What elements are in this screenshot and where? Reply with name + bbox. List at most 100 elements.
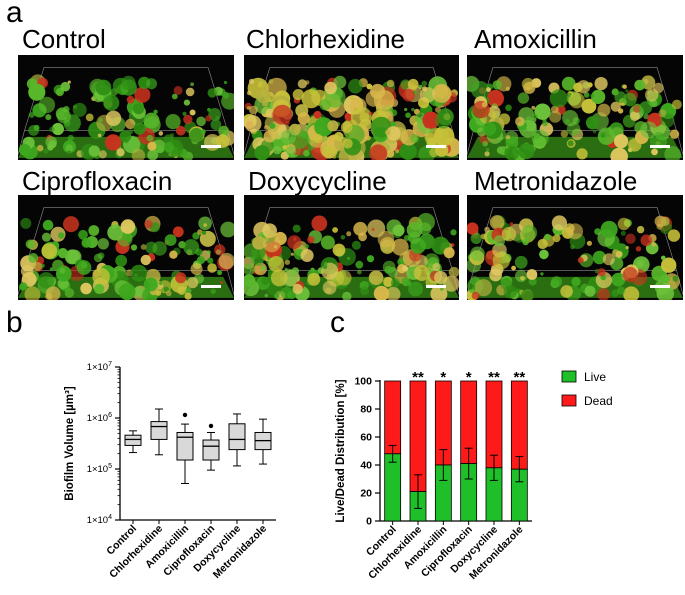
image-title-ciprofloxacin: Ciprofloxacin — [22, 166, 173, 196]
micrograph-render — [18, 207, 234, 300]
biofilm-cluster — [94, 283, 105, 295]
biofilm-cluster — [203, 223, 207, 227]
biofilm-cluster — [220, 221, 234, 238]
biofilm-cluster — [98, 150, 107, 159]
y-tick-label: 0 — [366, 516, 372, 528]
biofilm-cluster — [534, 103, 551, 120]
biofilm-cluster — [379, 292, 385, 298]
biofilm-cluster — [200, 129, 206, 135]
significance-marker: ** — [412, 369, 424, 386]
biofilm-cluster — [291, 267, 300, 275]
biofilm-cluster — [19, 282, 28, 291]
biofilm-cluster — [125, 118, 136, 130]
biofilm-cluster — [334, 131, 344, 142]
biofilm-cluster — [172, 226, 184, 238]
biofilm-cluster — [265, 108, 275, 118]
biofilm-cluster — [314, 117, 334, 137]
biofilm-cluster — [105, 134, 122, 151]
biofilm-cluster — [623, 92, 637, 107]
biofilm-cluster — [625, 233, 636, 244]
biofilm-cluster — [97, 133, 102, 138]
biofilm-cluster — [254, 145, 270, 160]
biofilm-cluster — [292, 283, 303, 295]
biofilm-cluster — [422, 111, 440, 129]
biofilm-cluster — [285, 145, 297, 157]
biofilm-cluster — [660, 274, 670, 284]
biofilm-cluster — [28, 253, 39, 263]
legend-swatch-dead — [561, 394, 577, 407]
biofilm-cluster — [333, 75, 347, 89]
biofilm-cluster — [190, 82, 195, 87]
biofilm-cluster — [305, 244, 309, 249]
biofilm-cluster — [24, 286, 41, 300]
micrograph-control — [18, 55, 234, 160]
biofilm-cluster — [297, 112, 310, 125]
biofilm-cluster — [93, 253, 103, 263]
biofilm-cluster — [187, 277, 199, 289]
biofilm-cluster — [147, 149, 159, 160]
biofilm-cluster — [146, 78, 157, 90]
biofilm-cluster — [336, 270, 352, 286]
biofilm-cluster — [443, 275, 459, 292]
biofilm-cluster — [246, 106, 251, 110]
biofilm-cluster — [67, 80, 71, 84]
biofilm-cluster — [514, 255, 528, 269]
panel-c-letter: c — [330, 306, 345, 339]
biofilm-cluster — [280, 129, 296, 145]
biofilm-cluster — [115, 254, 128, 267]
biofilm-cluster — [284, 259, 290, 265]
biofilm-cluster — [313, 110, 322, 119]
biofilm-cluster — [118, 283, 136, 300]
biofilm-cluster — [651, 242, 656, 247]
biofilm-cluster — [434, 271, 448, 285]
biofilm-cluster — [313, 133, 323, 144]
biofilm-cluster — [38, 96, 56, 114]
micrograph-ciprofloxacin — [18, 195, 234, 300]
biofilm-cluster — [197, 256, 205, 264]
biofilm-cluster — [249, 78, 255, 84]
volume-box-edge — [227, 270, 234, 295]
biofilm-cluster — [190, 263, 203, 275]
biofilm-cluster — [199, 230, 216, 247]
biofilm-cluster — [443, 247, 455, 259]
biofilm-cluster — [400, 79, 411, 90]
biofilm-cluster — [47, 144, 54, 151]
biofilm-cluster — [521, 225, 538, 241]
biofilm-cluster — [531, 129, 549, 147]
biofilm-cluster — [567, 223, 584, 240]
micrograph-chlorhexidine — [244, 55, 459, 160]
biofilm-cluster — [332, 154, 337, 159]
significance-marker: ** — [488, 369, 500, 386]
biofilm-cluster — [143, 277, 158, 292]
biofilm-cluster — [165, 114, 181, 130]
biofilm-cluster — [43, 148, 49, 154]
biofilm-cluster — [144, 219, 153, 229]
biofilm-cluster — [539, 249, 549, 260]
biofilm-cluster — [537, 238, 548, 250]
biofilm-cluster — [489, 215, 505, 230]
biofilm-cluster — [196, 116, 206, 127]
biofilm-cluster — [395, 149, 399, 154]
biofilm-cluster — [474, 279, 493, 297]
biofilm-cluster — [42, 219, 54, 231]
biofilm-cluster — [366, 255, 375, 263]
biofilm-cluster — [501, 226, 517, 242]
scale-bar — [201, 285, 221, 288]
biofilm-cluster — [573, 82, 583, 93]
biofilm-cluster — [311, 215, 328, 232]
biofilm-cluster — [492, 252, 510, 270]
biofilm-cluster — [120, 219, 136, 234]
biofilm-cluster — [155, 144, 165, 154]
micrograph-render — [18, 67, 234, 160]
biofilm-cluster — [217, 270, 223, 276]
biofilm-cluster — [480, 233, 486, 239]
biofilm-cluster — [215, 115, 220, 121]
biofilm-cluster — [471, 291, 480, 300]
biofilm-cluster — [661, 255, 666, 261]
biofilm-cluster — [147, 141, 157, 151]
biofilm-cluster — [56, 109, 72, 124]
biofilm-cluster — [184, 292, 192, 300]
biofilm-cluster — [481, 101, 488, 108]
biofilm-cluster — [57, 248, 68, 259]
biofilm-cluster — [583, 92, 590, 98]
